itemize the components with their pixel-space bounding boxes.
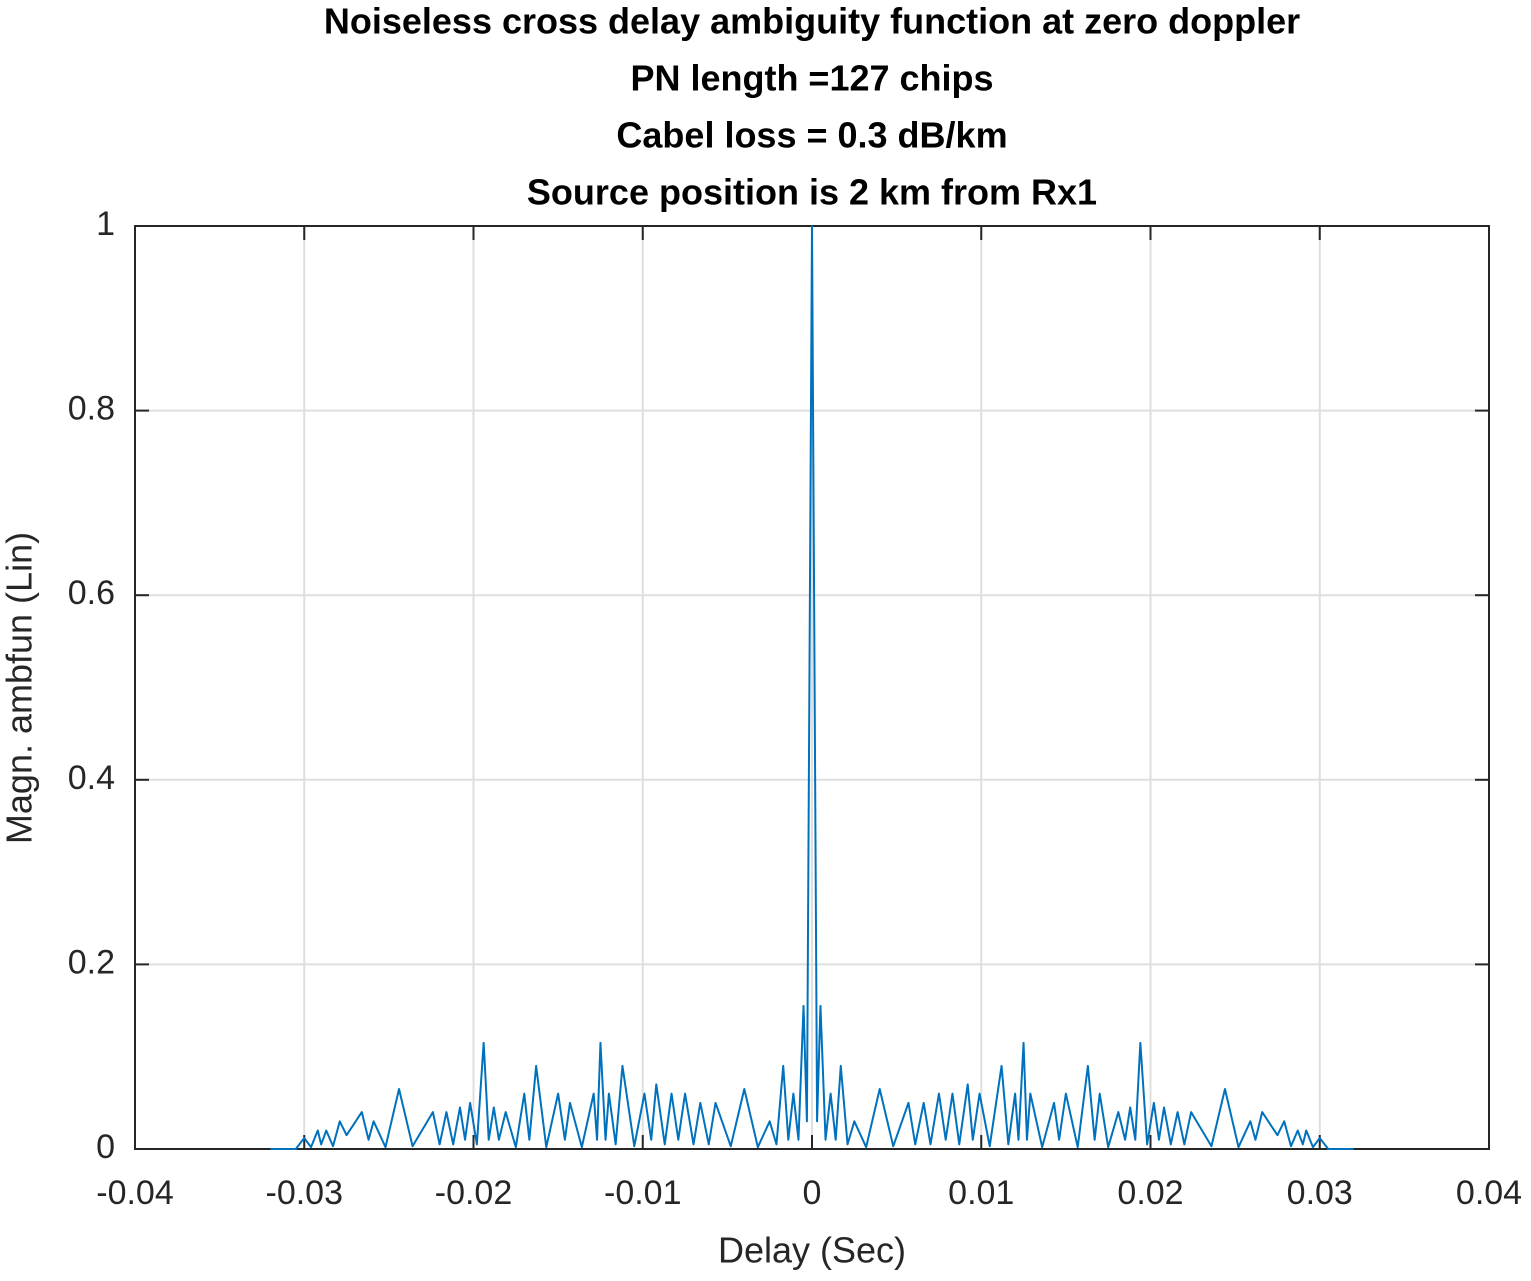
x-tick-label: -0.01 xyxy=(604,1174,682,1212)
chart-title: PN length =127 chips xyxy=(630,58,993,99)
y-tick-label: 0.2 xyxy=(68,943,115,981)
y-tick-label: 0.6 xyxy=(68,574,115,612)
data-line xyxy=(270,225,1354,1150)
chart-title: Source position is 2 km from Rx1 xyxy=(527,172,1097,213)
x-tick-label: 0.01 xyxy=(948,1174,1014,1212)
y-tick-label: 0 xyxy=(96,1128,115,1166)
y-tick-label: 0.4 xyxy=(68,759,115,797)
y-tick-label: 0.8 xyxy=(68,390,115,428)
x-tick-label: 0 xyxy=(803,1174,822,1212)
chart-title: Cabel loss = 0.3 dB/km xyxy=(616,115,1007,156)
x-tick-label: 0.03 xyxy=(1287,1174,1353,1212)
x-tick-label: 0.02 xyxy=(1117,1174,1183,1212)
x-tick-label: -0.03 xyxy=(266,1174,344,1212)
x-tick-label: 0.04 xyxy=(1456,1174,1522,1212)
x-axis-label: Delay (Sec) xyxy=(718,1230,906,1271)
x-tick-label: -0.04 xyxy=(96,1174,174,1212)
y-axis-label: Magn. ambfun (Lin) xyxy=(0,532,40,844)
x-tick-label: -0.02 xyxy=(435,1174,513,1212)
chart-title: Noiseless cross delay ambiguity function… xyxy=(324,1,1300,42)
y-tick-label: 1 xyxy=(96,205,115,243)
